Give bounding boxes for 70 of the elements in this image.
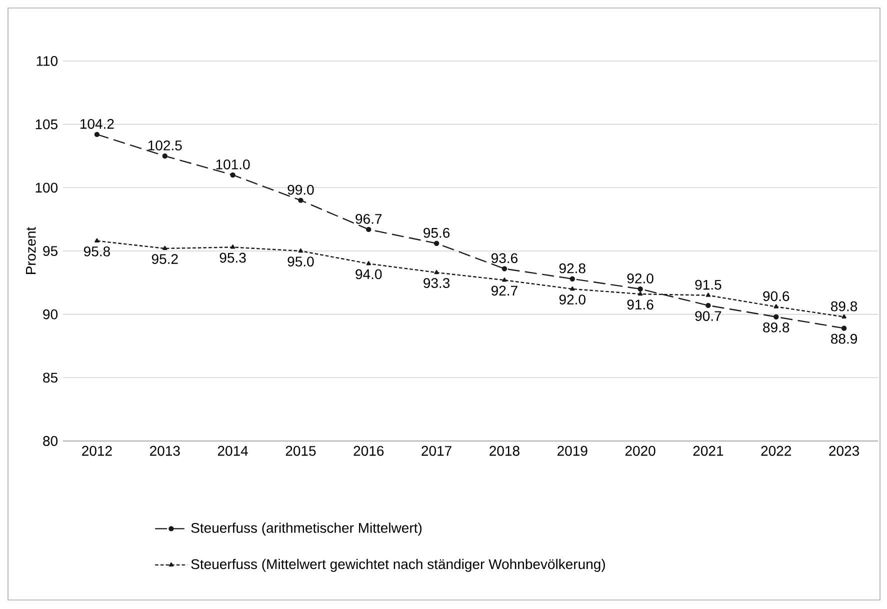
data-label: 101.0 bbox=[216, 159, 250, 170]
y-tick-label: 90 bbox=[43, 309, 58, 320]
point bbox=[570, 276, 575, 282]
data-label: 104.2 bbox=[80, 118, 114, 129]
data-label: 93.3 bbox=[424, 278, 450, 288]
data-label: 95.6 bbox=[424, 228, 450, 238]
point bbox=[502, 266, 508, 272]
data-label: 95.3 bbox=[220, 252, 246, 263]
x-tick-label: 2014 bbox=[218, 446, 248, 456]
y-tick-label: 80 bbox=[43, 436, 58, 446]
data-label: 92.7 bbox=[491, 286, 518, 296]
x-tick-label: 2015 bbox=[286, 446, 316, 456]
x-tick-label: 2020 bbox=[625, 446, 656, 456]
x-tick-label: 2019 bbox=[558, 446, 588, 456]
point bbox=[706, 292, 711, 297]
data-label: 88.9 bbox=[831, 334, 857, 344]
point bbox=[230, 244, 236, 249]
data-label: 89.8 bbox=[831, 301, 858, 312]
data-label: 95.2 bbox=[152, 254, 178, 264]
point bbox=[94, 132, 100, 138]
y-tick-label: 110 bbox=[36, 56, 58, 66]
y-axis-title: Prozent bbox=[26, 226, 36, 274]
y-tick-label: 100 bbox=[36, 182, 58, 193]
data-label: 91.5 bbox=[695, 280, 722, 290]
y-tick-label: 95 bbox=[43, 246, 58, 256]
data-label: 92.0 bbox=[559, 294, 586, 305]
point bbox=[94, 238, 100, 242]
data-label: 92.0 bbox=[627, 273, 654, 284]
x-tick-label: 2012 bbox=[82, 446, 112, 456]
point bbox=[706, 302, 711, 308]
data-label: 93.6 bbox=[491, 253, 518, 264]
y-tick-label: 105 bbox=[36, 119, 58, 130]
point bbox=[298, 198, 304, 203]
data-label: 102.5 bbox=[148, 140, 182, 150]
legend-label: Steuerfuss (arithmetischer Mittelwert) bbox=[191, 522, 422, 536]
point bbox=[570, 286, 575, 291]
point bbox=[774, 314, 779, 320]
point bbox=[298, 248, 304, 253]
data-label: 96.7 bbox=[356, 214, 382, 224]
point bbox=[230, 172, 236, 178]
x-tick-label: 2022 bbox=[761, 446, 791, 456]
legend-label: Steuerfuss (Mittelwert gewichtet nach ständiger Wohnbevölkerung) bbox=[191, 558, 605, 572]
point bbox=[366, 261, 371, 266]
data-label: 90.6 bbox=[763, 291, 790, 302]
point bbox=[162, 246, 168, 250]
x-tick-label: 2017 bbox=[422, 446, 452, 456]
x-tick-label: 2016 bbox=[354, 446, 384, 456]
data-label: 95.0 bbox=[288, 256, 314, 267]
point bbox=[638, 286, 643, 292]
point bbox=[502, 278, 507, 282]
point bbox=[434, 270, 439, 274]
x-tick-label: 2023 bbox=[829, 446, 859, 456]
data-label: 89.8 bbox=[763, 322, 790, 332]
point bbox=[434, 240, 440, 246]
data-label: 90.7 bbox=[695, 311, 722, 321]
data-label: 95.8 bbox=[84, 246, 110, 256]
point bbox=[774, 304, 778, 308]
x-tick-label: 2018 bbox=[490, 446, 520, 456]
data-label: 99.0 bbox=[288, 184, 314, 195]
point bbox=[162, 153, 168, 159]
point bbox=[841, 326, 847, 331]
data-label: 94.0 bbox=[356, 269, 382, 280]
point bbox=[842, 314, 846, 318]
data-label: 92.8 bbox=[559, 263, 586, 274]
x-tick-label: 2021 bbox=[693, 446, 724, 456]
point bbox=[638, 291, 643, 296]
y-tick-label: 85 bbox=[43, 372, 58, 383]
x-tick-label: 2013 bbox=[150, 446, 180, 456]
point bbox=[366, 226, 372, 232]
data-label: 91.6 bbox=[627, 300, 654, 310]
